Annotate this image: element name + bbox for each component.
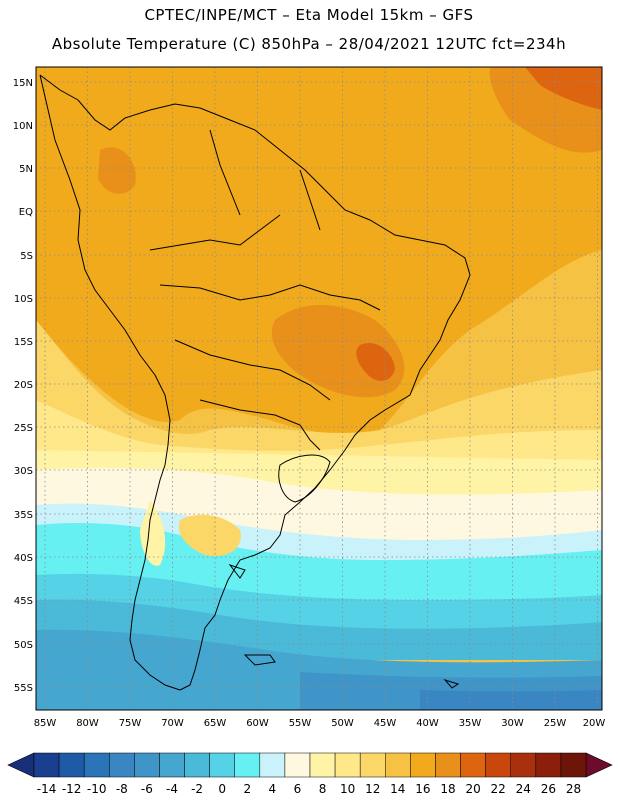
colorbar-swatch — [560, 752, 587, 778]
colorbar: -14 -12 -10 -8 -6 -4 -2 0 2 4 6 8 10 12 14 16 18 20 22 24 26… — [7, 752, 613, 796]
colorbar-swatch — [485, 752, 511, 778]
colorbar-label: -12 — [62, 782, 82, 796]
colorbar-label: -10 — [87, 782, 107, 796]
colorbar-swatch — [58, 752, 85, 778]
lat-label: 10N — [13, 121, 33, 132]
lon-label: 45W — [374, 718, 397, 729]
colorbar-swatch — [259, 752, 286, 778]
lon-label: 55W — [289, 718, 312, 729]
title-line-2: Absolute Temperature (C) 850hPa – 28/04/… — [51, 35, 567, 53]
colorbar-swatch — [334, 752, 361, 778]
colorbar-label: 14 — [390, 782, 405, 796]
colorbar-swatch — [435, 752, 461, 778]
lon-label: 70W — [161, 718, 184, 729]
colorbar-label: 24 — [516, 782, 531, 796]
lon-label: 85W — [34, 718, 57, 729]
lon-label: 75W — [119, 718, 142, 729]
title-line-1: CPTEC/INPE/MCT – Eta Model 15km – GFS — [144, 6, 474, 24]
lat-label: 20S — [14, 380, 33, 391]
colorbar-swatch — [284, 752, 311, 778]
lon-label: 30W — [501, 718, 524, 729]
colorbar-label: 16 — [415, 782, 430, 796]
colorbar-swatch — [134, 752, 160, 778]
map-frame — [35, 66, 603, 711]
lon-label: 35W — [459, 718, 482, 729]
lon-label: 65W — [204, 718, 227, 729]
colorbar-swatch — [510, 752, 537, 778]
lat-label: 15N — [13, 78, 33, 89]
lon-label: 20W — [583, 718, 606, 729]
colorbar-label: 20 — [465, 782, 480, 796]
colorbar-swatch — [159, 752, 185, 778]
colorbar-label: -2 — [191, 782, 203, 796]
lat-axis: 15N 10N 5N EQ 5S 10S 15S 20S 25S 30S 35S… — [13, 78, 33, 694]
lat-label: 50S — [14, 640, 33, 651]
colorbar-label: -14 — [37, 782, 57, 796]
lon-label: 25W — [544, 718, 567, 729]
colorbar-swatch — [209, 752, 235, 778]
lon-label: 50W — [331, 718, 354, 729]
colorbar-label: 28 — [566, 782, 581, 796]
colorbar-label: 18 — [440, 782, 455, 796]
colorbar-label: -8 — [116, 782, 128, 796]
colorbar-swatch — [109, 752, 135, 778]
temperature-field — [36, 67, 602, 710]
colorbar-swatch — [234, 752, 261, 778]
lon-label: 60W — [246, 718, 269, 729]
colorbar-label: -6 — [141, 782, 153, 796]
lon-label: 40W — [416, 718, 439, 729]
lon-label: 80W — [76, 718, 99, 729]
colorbar-swatch — [385, 752, 411, 778]
colorbar-label: 8 — [319, 782, 327, 796]
lat-label: 5N — [19, 164, 33, 175]
lat-label: 10S — [14, 294, 33, 305]
colorbar-swatch — [410, 752, 436, 778]
lat-label: 5S — [20, 251, 33, 262]
lat-label: 45S — [14, 596, 33, 607]
graticule — [36, 67, 602, 710]
colorbar-swatch — [359, 752, 386, 778]
colorbar-swatch — [83, 752, 110, 778]
colorbar-swatch — [460, 752, 486, 778]
lat-label: 35S — [14, 510, 33, 521]
lat-label: 15S — [14, 337, 33, 348]
colorbar-label: -4 — [166, 782, 178, 796]
triangle-right-icon — [585, 752, 613, 778]
triangle-left-icon — [7, 752, 35, 778]
colorbar-label: 12 — [365, 782, 380, 796]
colorbar-swatch — [309, 752, 336, 778]
lat-label: 30S — [14, 466, 33, 477]
lat-label: 40S — [14, 553, 33, 564]
colorbar-label: 2 — [243, 782, 251, 796]
colorbar-label: 22 — [491, 782, 506, 796]
colorbar-label: 4 — [269, 782, 277, 796]
lon-axis: 85W 80W 75W 70W 65W 60W 55W 50W 45W 40W … — [34, 718, 606, 729]
colorbar-label: 26 — [541, 782, 556, 796]
colorbar-label: 10 — [340, 782, 355, 796]
colorbar-label: 6 — [294, 782, 302, 796]
colorbar-swatch — [33, 752, 60, 778]
lat-label: EQ — [19, 207, 33, 218]
lat-label: 25S — [14, 423, 33, 434]
lat-label: 55S — [14, 683, 33, 694]
colorbar-swatch — [184, 752, 210, 778]
coastlines — [39, 74, 471, 691]
colorbar-label: 0 — [218, 782, 226, 796]
colorbar-swatch — [535, 752, 562, 778]
